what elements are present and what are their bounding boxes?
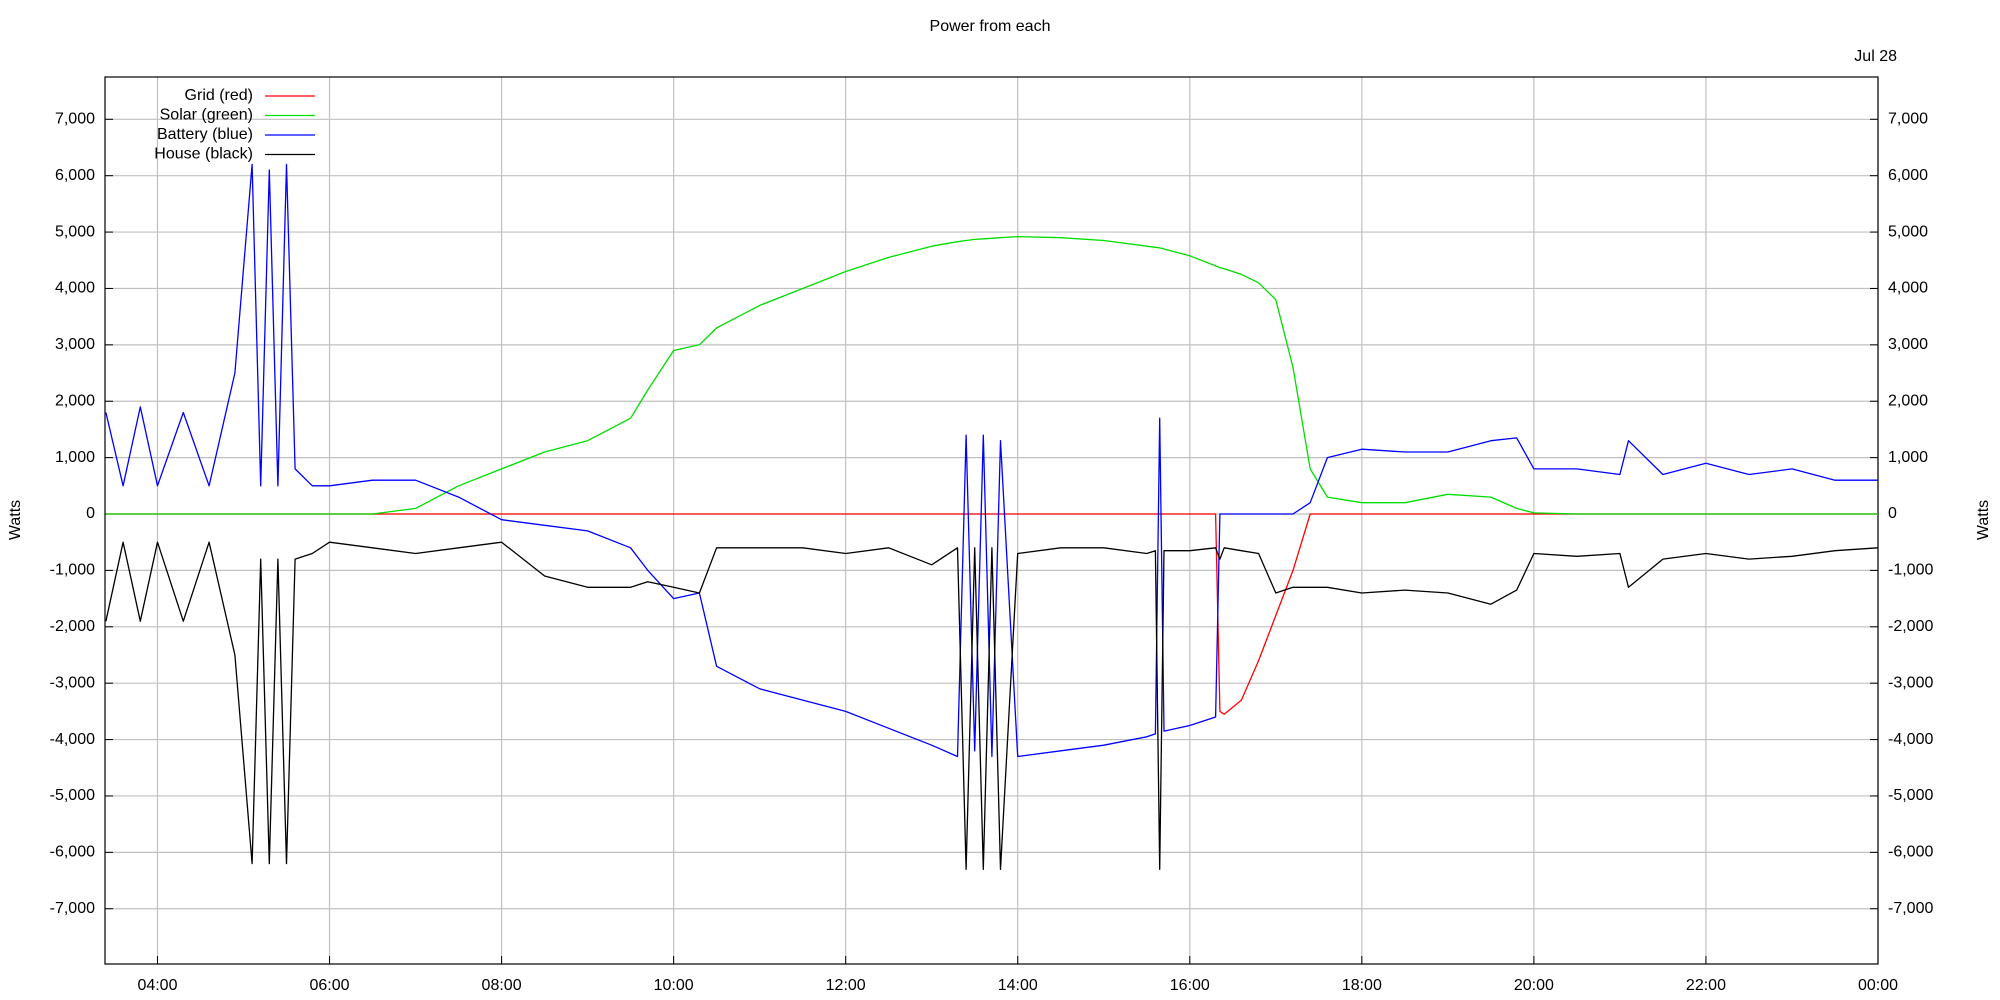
y2-tick-label: 1,000 (1888, 449, 1928, 466)
series-line (105, 235, 1878, 515)
y2-tick-label: 4,000 (1888, 280, 1928, 297)
x-tick-label: 18:00 (1342, 977, 1382, 994)
x-tick-label: 16:00 (1170, 977, 1210, 994)
y-tick-label: -6,000 (50, 844, 95, 861)
y-tick-label: -4,000 (50, 731, 95, 748)
x-tick-label: 04:00 (137, 977, 177, 994)
legend-label: House (black) (154, 146, 253, 163)
x-tick-label: 08:00 (482, 977, 522, 994)
y-tick-label: 0 (86, 505, 95, 522)
legend-label: Battery (blue) (157, 126, 253, 143)
x-tick-label: 00:00 (1858, 977, 1898, 994)
y-tick-label: 7,000 (55, 111, 95, 128)
x-tick-label: 22:00 (1686, 977, 1726, 994)
y2-axis-label: Watts (1975, 500, 1992, 540)
y-tick-label: -7,000 (50, 900, 95, 917)
y-tick-label: -2,000 (50, 618, 95, 635)
y2-tick-label: -4,000 (1888, 731, 1933, 748)
x-tick-label: 20:00 (1514, 977, 1554, 994)
y2-tick-label: 6,000 (1888, 167, 1928, 184)
y2-tick-label: 7,000 (1888, 111, 1928, 128)
y-tick-label: 4,000 (55, 280, 95, 297)
y-tick-label: -1,000 (50, 562, 95, 579)
y2-tick-label: -5,000 (1888, 787, 1933, 804)
y2-tick-label: 5,000 (1888, 223, 1928, 240)
x-tick-label: 06:00 (310, 977, 350, 994)
y-axis-label: Watts (7, 500, 24, 540)
y2-tick-label: -1,000 (1888, 562, 1933, 579)
y-tick-label: -5,000 (50, 787, 95, 804)
y2-tick-label: -7,000 (1888, 900, 1933, 917)
y-tick-label: 1,000 (55, 449, 95, 466)
y-tick-label: -3,000 (50, 674, 95, 691)
y2-tick-label: -6,000 (1888, 844, 1933, 861)
y2-tick-label: 3,000 (1888, 336, 1928, 353)
plot-frame (104, 76, 1879, 965)
series-line (105, 541, 1879, 870)
y2-tick-label: 0 (1888, 505, 1897, 522)
y-tick-label: 5,000 (55, 223, 95, 240)
date-annotation: Jul 28 (1854, 48, 1897, 65)
series-line (105, 163, 1878, 758)
x-tick-label: 10:00 (654, 977, 694, 994)
legend-label: Solar (green) (160, 107, 253, 124)
y2-tick-label: -2,000 (1888, 618, 1933, 635)
y-tick-label: 3,000 (55, 336, 95, 353)
y-tick-label: 2,000 (55, 392, 95, 409)
y-tick-label: 6,000 (55, 167, 95, 184)
x-tick-label: 14:00 (998, 977, 1038, 994)
chart-title: Power from each (930, 18, 1051, 35)
y2-tick-label: -3,000 (1888, 674, 1933, 691)
y2-tick-label: 2,000 (1888, 392, 1928, 409)
legend-label: Grid (red) (185, 87, 253, 104)
x-tick-label: 12:00 (826, 977, 866, 994)
